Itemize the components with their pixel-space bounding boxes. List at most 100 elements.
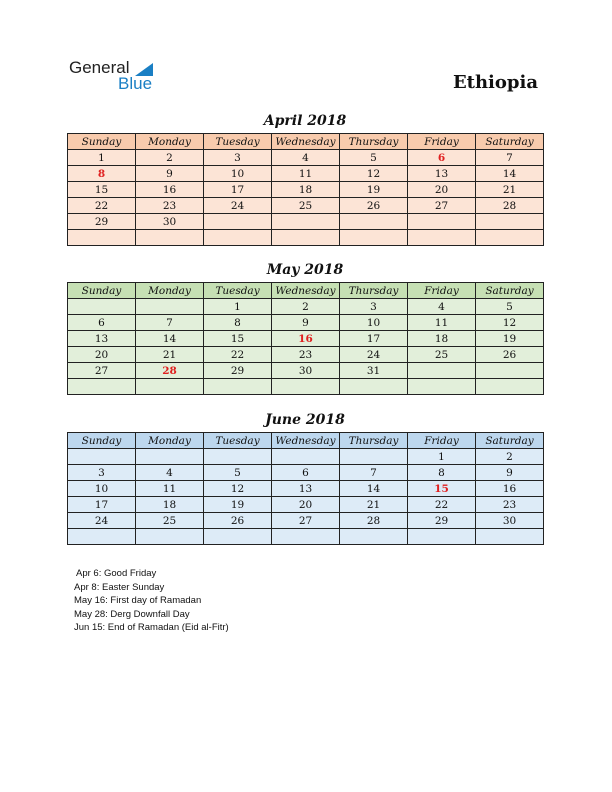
- day-cell: 20: [271, 496, 340, 513]
- day-cell: 23: [135, 197, 204, 214]
- week-row: 15 16 17 18 19 20 21: [67, 181, 544, 198]
- day-cell: 17: [67, 496, 136, 513]
- day-cell: 31: [339, 362, 408, 379]
- day-cell: 10: [67, 480, 136, 497]
- empty-cell: [475, 378, 544, 395]
- empty-cell: [203, 229, 272, 246]
- day-cell: 2: [135, 149, 204, 166]
- logo-triangle-icon: [135, 63, 153, 76]
- empty-cell: [339, 378, 408, 395]
- logo-word-blue: Blue: [118, 74, 153, 93]
- day-cell: 27: [271, 512, 340, 529]
- day-cell: 18: [135, 496, 204, 513]
- day-cell: 18: [271, 181, 340, 198]
- logo-word-general: General: [69, 58, 130, 77]
- day-cell: 15: [407, 480, 476, 497]
- day-cell: 24: [67, 512, 136, 529]
- note: Apr 8: Easter Sunday: [74, 581, 165, 593]
- day-cell: 13: [271, 480, 340, 497]
- day-cell: 5: [203, 464, 272, 481]
- day-cell: 4: [271, 149, 340, 166]
- empty-cell: [407, 213, 476, 230]
- day-cell: 28: [339, 512, 408, 529]
- weekday-header: Saturday: [475, 133, 544, 150]
- weekday-header: Saturday: [475, 282, 544, 299]
- day-cell: 17: [203, 181, 272, 198]
- empty-cell: [475, 362, 544, 379]
- empty-cell: [271, 378, 340, 395]
- day-cell: 20: [67, 346, 136, 363]
- day-cell: 3: [67, 464, 136, 481]
- note: Apr 6: Good Friday: [76, 568, 157, 579]
- day-cell: 6: [271, 464, 340, 481]
- day-cell: 22: [407, 496, 476, 513]
- empty-cell: [407, 378, 476, 395]
- day-cell: 23: [271, 346, 340, 363]
- empty-cell: [67, 378, 136, 395]
- day-cell: 10: [203, 165, 272, 182]
- day-cell: 15: [67, 181, 136, 198]
- empty-cell: [475, 213, 544, 230]
- day-cell: 2: [271, 298, 340, 315]
- day-cell: 3: [203, 149, 272, 166]
- empty-cell: [475, 528, 544, 545]
- week-row: 24 25 26 27 28 29 30: [67, 512, 544, 529]
- empty-cell: [203, 528, 272, 545]
- day-cell: 27: [67, 362, 136, 379]
- weekday-header: Wednesday: [271, 432, 340, 449]
- empty-cell: [339, 528, 408, 545]
- month-calendar: Sunday Monday Tuesday Wednesday Thursday Frid…: [67, 282, 544, 395]
- day-cell: 12: [203, 480, 272, 497]
- day-cell: 25: [135, 512, 204, 529]
- day-cell: 1: [407, 448, 476, 465]
- day-cell: 12: [475, 314, 544, 331]
- weekday-header: Thursday: [339, 133, 408, 150]
- weekday-header: Sunday: [67, 282, 136, 299]
- week-row: [67, 528, 544, 545]
- day-cell: 1: [203, 298, 272, 315]
- day-cell: 27: [407, 197, 476, 214]
- week-row: [67, 378, 544, 395]
- day-cell: 7: [475, 149, 544, 166]
- day-cell: 12: [339, 165, 408, 182]
- day-cell: 25: [407, 346, 476, 363]
- weekday-header: Thursday: [339, 432, 408, 449]
- empty-cell: [67, 528, 136, 545]
- day-cell: 5: [339, 149, 408, 166]
- day-cell: 14: [339, 480, 408, 497]
- day-cell: 8: [203, 314, 272, 331]
- week-row: [67, 229, 544, 246]
- weekday-header: Friday: [407, 282, 476, 299]
- empty-cell: [203, 448, 272, 465]
- month-calendar: Sunday Monday Tuesday Wednesday Thursday Frid…: [67, 133, 544, 246]
- weekday-header: Wednesday: [271, 282, 340, 299]
- empty-cell: [407, 528, 476, 545]
- day-cell: 4: [135, 464, 204, 481]
- day-cell: 21: [339, 496, 408, 513]
- weekday-header: Monday: [135, 432, 204, 449]
- weekday-header: Sunday: [67, 432, 136, 449]
- week-row: 13 14 15 16 17 18 19: [67, 330, 544, 347]
- day-cell: 29: [67, 213, 136, 230]
- empty-cell: [407, 229, 476, 246]
- week-row: 17 18 19 20 21 22 23: [67, 496, 544, 513]
- day-cell: 8: [407, 464, 476, 481]
- day-cell: 29: [203, 362, 272, 379]
- day-cell: 21: [135, 346, 204, 363]
- weekday-header-row: Sunday Monday Tuesday Wednesday Thursday Frid…: [67, 282, 544, 299]
- empty-cell: [271, 448, 340, 465]
- day-cell: 17: [339, 330, 408, 347]
- day-cell: 22: [67, 197, 136, 214]
- empty-cell: [135, 378, 204, 395]
- note: Jun 15: End of Ramadan (Eid al-Fitr): [74, 622, 229, 633]
- day-cell: 24: [203, 197, 272, 214]
- day-cell: 7: [339, 464, 408, 481]
- day-cell: 4: [407, 298, 476, 315]
- week-row: 20 21 22 23 24 25 26: [67, 346, 544, 363]
- empty-cell: [67, 448, 136, 465]
- empty-cell: [135, 528, 204, 545]
- empty-cell: [135, 229, 204, 246]
- country-title: Ethiopia: [452, 72, 538, 93]
